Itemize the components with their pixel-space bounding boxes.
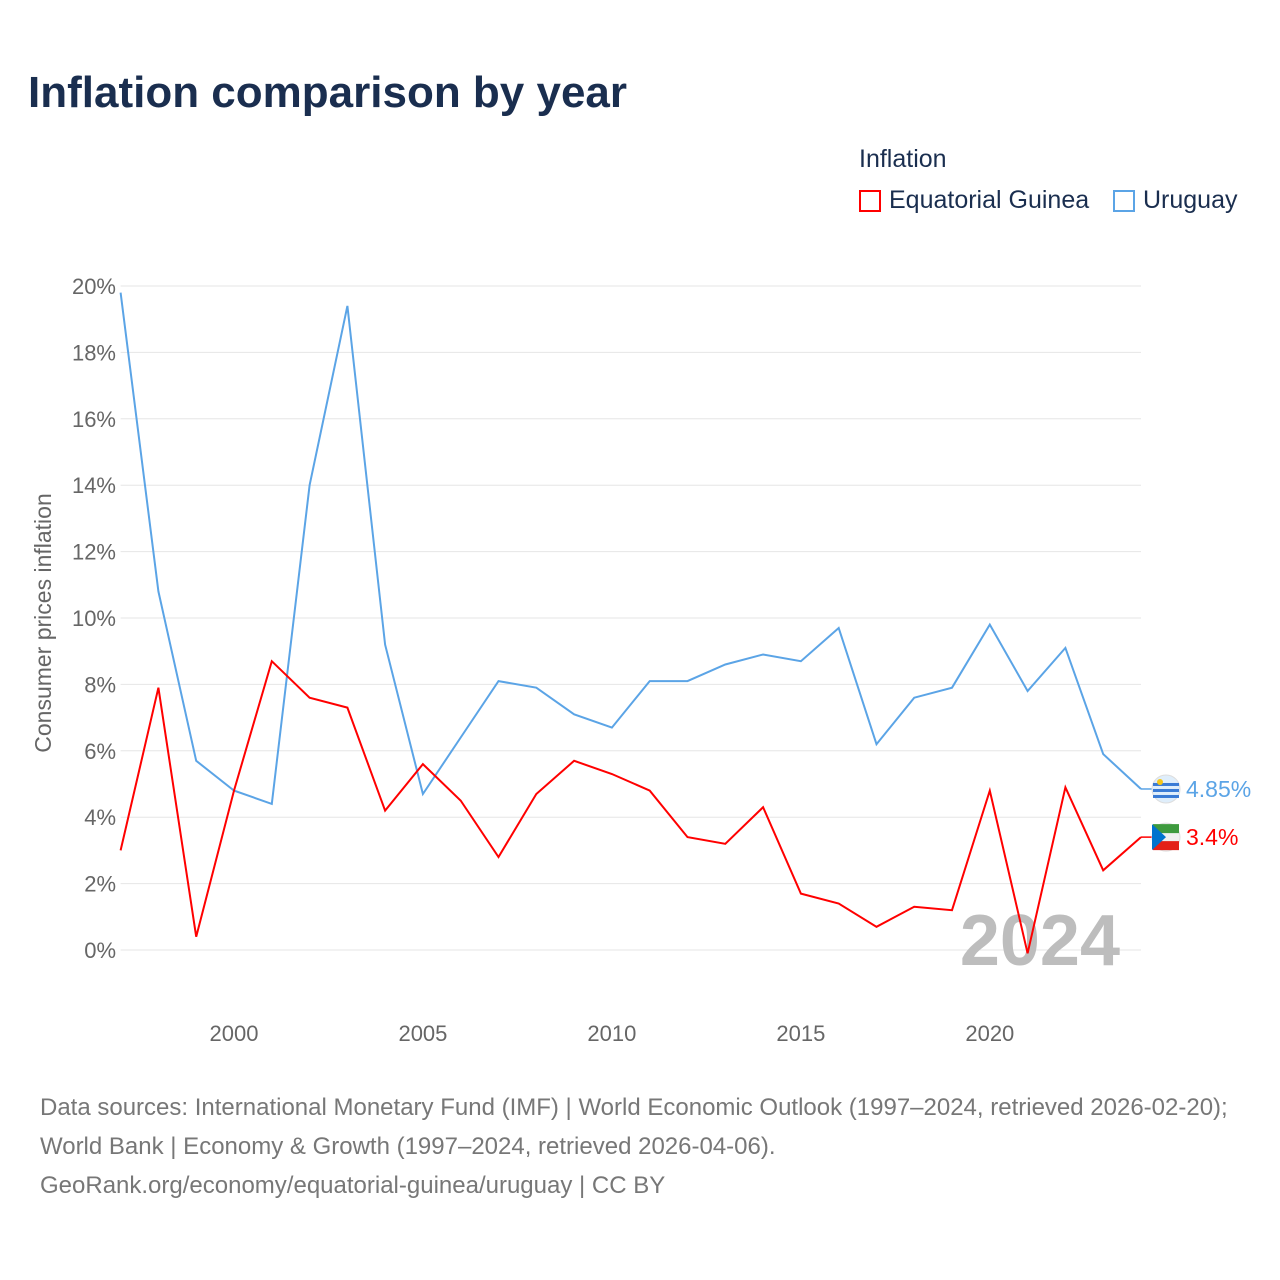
flag-stripe xyxy=(1153,782,1179,786)
flag-stripe xyxy=(1153,841,1179,851)
x-tick-label: 2000 xyxy=(210,1021,259,1046)
legend-swatch xyxy=(1113,189,1135,212)
y-tick-label: 8% xyxy=(84,672,116,697)
y-tick-label: 4% xyxy=(84,805,116,830)
series-line-equatorial-guinea xyxy=(119,659,1142,954)
series-line-uruguay xyxy=(119,292,1142,806)
flag-stripe xyxy=(1153,788,1179,792)
end-value-label: 3.4% xyxy=(1186,824,1238,850)
y-tick-label: 6% xyxy=(84,739,116,764)
x-tick-label: 2020 xyxy=(965,1021,1014,1046)
y-tick-label: 2% xyxy=(84,872,116,897)
chart-title: Inflation comparison by year xyxy=(28,68,628,117)
year-label: 2024 xyxy=(960,901,1120,981)
x-tick-label: 2005 xyxy=(398,1021,447,1046)
flag-stripe xyxy=(1153,824,1179,834)
legend-label: Uruguay xyxy=(1143,186,1238,214)
y-tick-label: 14% xyxy=(72,473,116,498)
y-tick-label: 12% xyxy=(72,540,116,565)
y-tick-label: 10% xyxy=(72,606,116,631)
y-tick-label: 18% xyxy=(72,340,116,365)
legend-label: Equatorial Guinea xyxy=(889,186,1090,214)
flag-triangle xyxy=(1152,824,1166,851)
flag-sun xyxy=(1157,778,1163,785)
legend-swatch xyxy=(859,189,881,212)
x-tick-label: 2015 xyxy=(776,1021,825,1046)
footer-sources: Data sources: International Monetary Fun… xyxy=(40,1094,1228,1160)
legend-item-equatorial-guinea[interactable]: Equatorial Guinea xyxy=(859,186,1089,215)
footer-link[interactable]: GeoRank.org/economy/equatorial-guinea/ur… xyxy=(40,1172,666,1199)
legend-title: Inflation xyxy=(859,145,947,173)
footer: Data sources: International Monetary Fun… xyxy=(40,1088,1250,1205)
y-tick-label: 20% xyxy=(72,274,116,299)
y-axis-label: Consumer prices inflation xyxy=(30,493,56,753)
x-tick-label: 2010 xyxy=(587,1021,636,1046)
legend-item-uruguay[interactable]: Uruguay xyxy=(1113,186,1238,215)
y-tick-label: 16% xyxy=(72,407,116,432)
y-tick-label: 0% xyxy=(84,938,116,963)
flag-stripe xyxy=(1153,794,1179,798)
end-value-label: 4.85% xyxy=(1186,776,1251,802)
